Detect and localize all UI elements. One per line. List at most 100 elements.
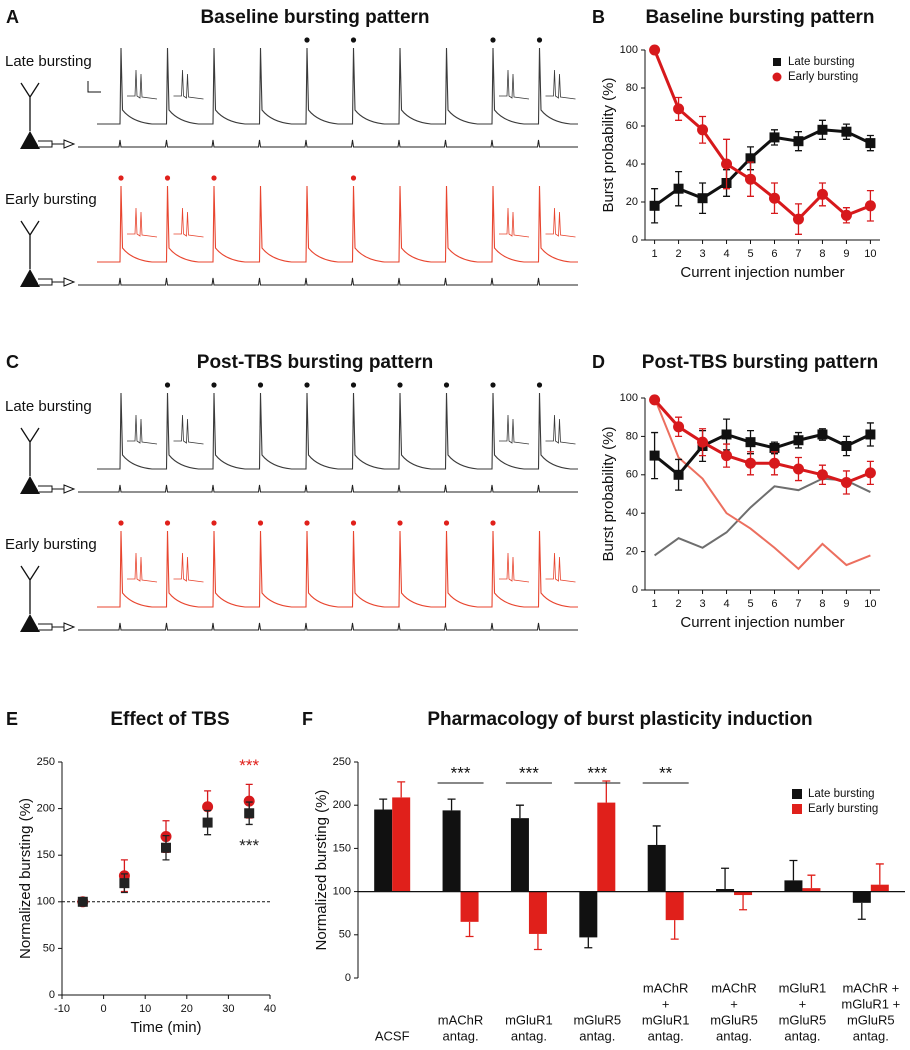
burst-dot — [490, 382, 496, 388]
y-tick-label: 50 — [339, 929, 351, 941]
y-tick-label: 40 — [626, 158, 638, 170]
y-tick-label: 250 — [37, 756, 55, 768]
voltage-trace — [97, 392, 578, 470]
panel-letter: F — [302, 709, 313, 729]
significance: *** — [587, 763, 607, 782]
marker — [721, 158, 733, 170]
x-tick-label: 7 — [795, 598, 801, 610]
panel-letter: D — [592, 352, 605, 372]
burst-dot — [211, 520, 217, 526]
voltage-trace — [97, 185, 578, 263]
x-tick-label: 4 — [723, 248, 729, 260]
marker — [793, 136, 804, 147]
marker — [768, 192, 780, 204]
significance: *** — [239, 756, 259, 775]
burst-dot — [211, 382, 217, 388]
marker — [817, 124, 828, 135]
y-tick-label: 0 — [49, 989, 55, 1001]
x-tick-label: 3 — [699, 248, 705, 260]
burst-dot — [443, 520, 450, 526]
y-tick-label: 40 — [626, 507, 638, 519]
error-bar — [533, 933, 542, 951]
series-line — [653, 128, 872, 208]
category-label: antag. — [511, 1028, 547, 1043]
legend-label: Late bursting — [808, 788, 875, 800]
x-tick-label: 0 — [101, 1003, 107, 1015]
burst-dot — [350, 520, 357, 526]
chart-title: Baseline bursting pattern — [200, 7, 429, 28]
row-label: Late bursting — [5, 398, 92, 415]
y-tick-label: 60 — [626, 469, 638, 481]
burst-inset — [127, 207, 158, 238]
marker — [649, 394, 661, 406]
neuron-dendrite — [20, 220, 40, 269]
neuron-dendrite — [20, 82, 40, 131]
marker — [745, 173, 757, 185]
burst-inset — [127, 552, 158, 583]
y-tick-label: 100 — [620, 392, 638, 404]
burst-dot — [536, 37, 543, 43]
error-bar — [465, 921, 474, 938]
marker — [817, 429, 828, 440]
x-tick-label: 10 — [864, 248, 876, 260]
error-bar — [584, 937, 593, 949]
y-tick-label: 200 — [37, 803, 55, 815]
stimulus-trace — [78, 484, 578, 493]
row-label: Early bursting — [5, 536, 97, 553]
scale-bar — [87, 81, 101, 93]
marker — [840, 209, 852, 221]
marker — [243, 795, 255, 807]
bar — [852, 891, 871, 903]
marker — [745, 153, 756, 164]
burst-inset — [545, 69, 576, 100]
burst-dot — [164, 382, 171, 388]
burst-dot — [211, 175, 217, 181]
category-label: antag. — [579, 1028, 615, 1043]
y-tick-label: 100 — [333, 886, 351, 898]
burst-dot — [118, 520, 124, 526]
category-label: mAChR + — [842, 980, 899, 995]
bar — [784, 880, 803, 892]
burst-dot — [397, 382, 403, 388]
electrode — [38, 277, 76, 287]
y-tick-label: 100 — [37, 896, 55, 908]
category-label: + — [799, 996, 807, 1011]
x-tick-label: 9 — [843, 248, 849, 260]
x-tick-label: 2 — [676, 248, 682, 260]
burst-dot — [257, 520, 264, 526]
chart-title: Post-TBS bursting pattern — [197, 352, 433, 373]
category-label: ACSF — [375, 1028, 410, 1043]
burst-dot — [304, 37, 310, 43]
stimulus-trace — [78, 139, 578, 148]
burst-inset — [499, 552, 530, 583]
category-label: antag. — [784, 1028, 820, 1043]
neuron-dendrite — [20, 565, 40, 614]
category-label: mGluR1 + — [841, 996, 900, 1011]
series-line — [653, 49, 871, 222]
error-bar — [515, 804, 524, 819]
electrode — [38, 484, 76, 494]
voltage-trace — [97, 530, 578, 608]
burst-dot — [536, 382, 543, 388]
bar — [442, 810, 461, 892]
burst-inset — [173, 552, 204, 583]
marker — [816, 188, 828, 200]
error-bar — [807, 874, 816, 889]
x-tick-label: 1 — [652, 248, 658, 260]
legend-label: Early bursting — [788, 71, 858, 83]
error-bar — [602, 780, 611, 803]
x-tick-label: 10 — [139, 1003, 151, 1015]
bar — [374, 809, 393, 892]
marker — [768, 457, 780, 469]
marker — [816, 469, 828, 481]
marker — [673, 183, 684, 194]
category-label: + — [662, 996, 670, 1011]
marker — [77, 896, 88, 907]
x-axis-label: Time (min) — [130, 1019, 201, 1036]
bar — [870, 884, 889, 892]
burst-inset — [545, 207, 576, 238]
category-label: antag. — [442, 1028, 478, 1043]
burst-dot — [397, 520, 403, 526]
significance: *** — [451, 763, 471, 782]
